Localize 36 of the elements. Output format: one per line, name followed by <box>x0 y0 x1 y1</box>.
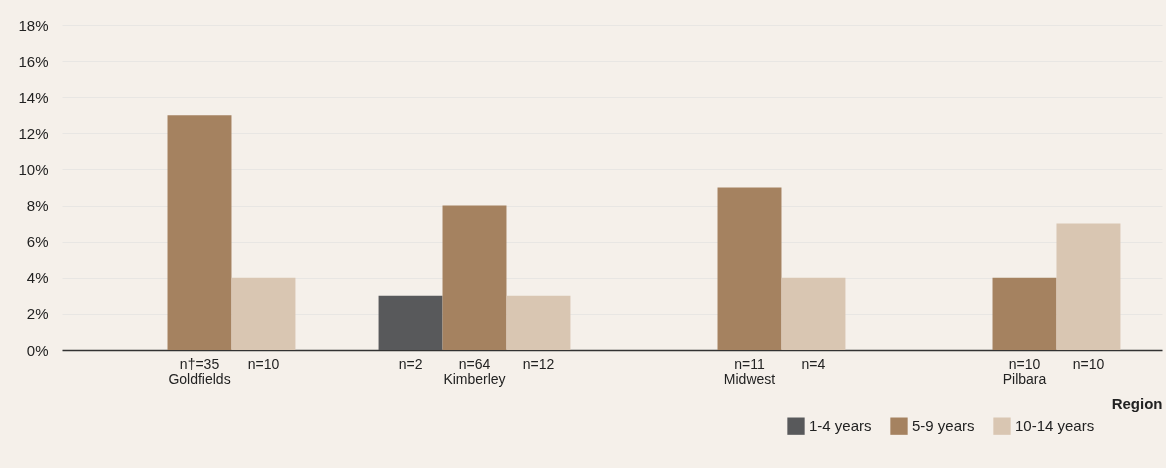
y-tick-label: 16% <box>18 52 49 70</box>
bar <box>506 295 571 350</box>
y-tick-label: 14% <box>18 88 49 106</box>
y-tick-label: 2% <box>26 305 49 323</box>
legend-label: 1-4 years <box>809 417 872 435</box>
y-tick-label: 12% <box>18 124 49 142</box>
x-tick-label: Midwest <box>723 370 776 387</box>
text: n=11 <box>734 356 765 372</box>
bar <box>1056 223 1121 350</box>
bar <box>442 205 507 350</box>
bar <box>992 277 1057 350</box>
legend-label: 10-14 years <box>1015 417 1095 435</box>
text: n=4 <box>801 356 826 372</box>
x-tick-label: Pilbara <box>1002 370 1047 387</box>
bar <box>167 115 232 350</box>
y-tick-label: 4% <box>26 269 49 287</box>
y-tick-label: 18% <box>18 16 49 34</box>
x-axis-title: Region <box>1111 394 1163 412</box>
bar <box>231 277 296 350</box>
y-tick-label: 6% <box>26 233 49 251</box>
text: n=10 <box>1072 356 1105 372</box>
x-tick-label: Goldfields <box>168 370 231 387</box>
text: n=10 <box>247 356 280 372</box>
text: n=10 <box>1008 356 1041 372</box>
y-tick-label: 10% <box>18 160 49 178</box>
legend-label: 5-9 years <box>912 417 975 435</box>
bar <box>781 277 846 350</box>
text: n†=35 <box>179 356 220 372</box>
y-tick-label: 0% <box>26 341 49 359</box>
bar <box>378 295 443 350</box>
y-tick-label: 8% <box>26 197 49 215</box>
bar <box>717 187 782 350</box>
text: n=2 <box>398 356 423 372</box>
text: n=12 <box>522 356 555 372</box>
x-tick-label: Kimberley <box>443 370 506 387</box>
text: n=64 <box>458 356 491 372</box>
